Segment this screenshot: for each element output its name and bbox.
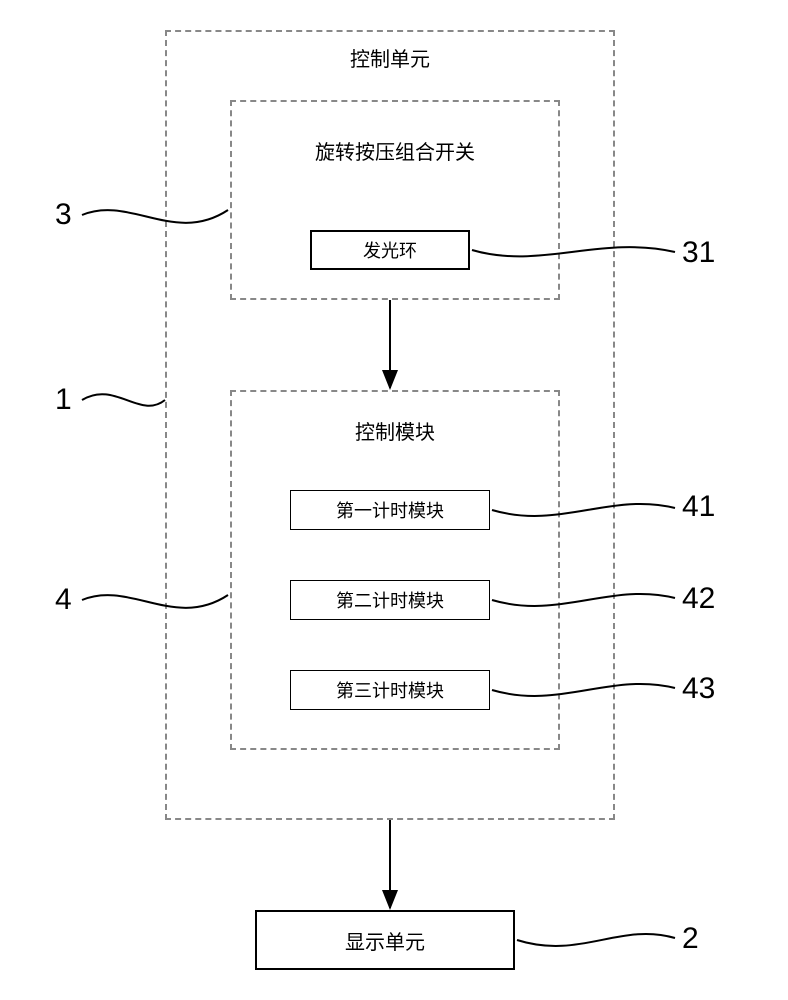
label-4: 4 — [55, 583, 72, 617]
switch-block-box — [230, 100, 560, 300]
control-module-title-text: 控制模块 — [355, 416, 435, 445]
timer1-box: 第一计时模块 — [290, 490, 490, 530]
control-unit-title-text: 控制单元 — [350, 43, 430, 72]
diagram-canvas: 控制单元 旋转按压组合开关 发光环 控制模块 第一计时模块 第二计时模块 第三计… — [0, 0, 788, 1000]
display-unit-text: 显示单元 — [345, 926, 425, 955]
label-43: 43 — [682, 672, 715, 706]
label-2: 2 — [682, 922, 699, 956]
timer1-text: 第一计时模块 — [336, 497, 444, 523]
switch-block-title: 旋转按压组合开关 — [230, 135, 560, 165]
label-42: 42 — [682, 582, 715, 616]
timer3-text: 第三计时模块 — [336, 677, 444, 703]
label-41: 41 — [682, 490, 715, 524]
timer2-text: 第二计时模块 — [336, 587, 444, 613]
label-31: 31 — [682, 236, 715, 270]
control-unit-title: 控制单元 — [165, 42, 615, 72]
light-ring-box: 发光环 — [310, 230, 470, 270]
switch-block-title-text: 旋转按压组合开关 — [315, 136, 475, 165]
label-1: 1 — [55, 383, 72, 417]
timer3-box: 第三计时模块 — [290, 670, 490, 710]
display-unit-box: 显示单元 — [255, 910, 515, 970]
label-3: 3 — [55, 198, 72, 232]
timer2-box: 第二计时模块 — [290, 580, 490, 620]
control-module-title: 控制模块 — [230, 415, 560, 445]
light-ring-text: 发光环 — [363, 237, 417, 263]
